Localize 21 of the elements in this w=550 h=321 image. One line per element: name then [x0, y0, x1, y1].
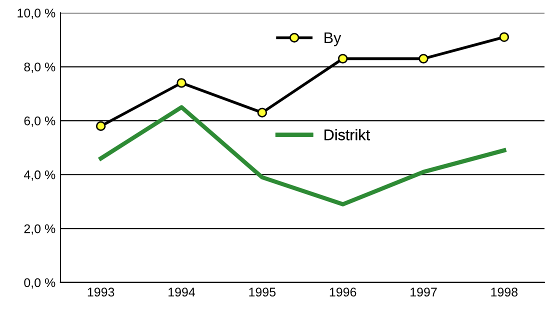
- point: [499, 32, 510, 42]
- y-tick-label: 4,0 %: [24, 170, 56, 181]
- point: [257, 108, 268, 118]
- x-tick-label: 1996: [330, 288, 356, 297]
- point: [176, 78, 186, 88]
- x-tick-label: 1995: [249, 288, 276, 297]
- x-tick-label: 1998: [491, 288, 518, 297]
- legend-label: By: [324, 32, 342, 46]
- x-tick-label: 1994: [168, 288, 196, 297]
- y-tick-label: 8,0 %: [24, 62, 56, 73]
- y-tick-label: 0,0 %: [24, 278, 56, 289]
- line-series: [98, 105, 506, 206]
- y-tick-label: 10,0 %: [18, 8, 56, 19]
- point: [96, 121, 106, 131]
- y-tick-label: 2,0 %: [24, 224, 56, 235]
- x-tick-label: 1997: [410, 288, 437, 297]
- x-tick-label: 1993: [88, 288, 114, 297]
- legend-label: Distrikt: [324, 129, 370, 140]
- point: [418, 54, 428, 64]
- point: [338, 54, 348, 64]
- y-tick-label: 6,0 %: [24, 116, 56, 127]
